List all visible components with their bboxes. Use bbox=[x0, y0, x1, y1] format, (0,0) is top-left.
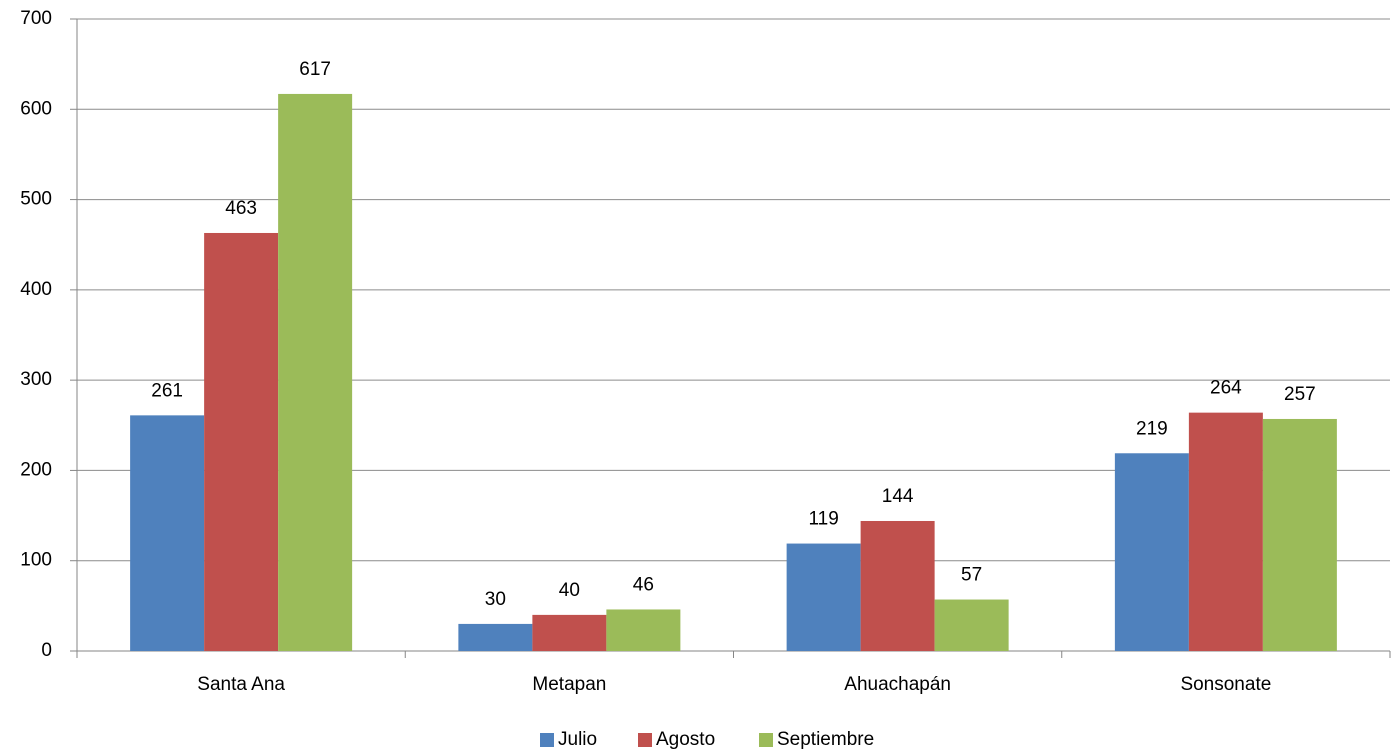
data-label: 463 bbox=[225, 198, 257, 219]
data-label: 119 bbox=[808, 509, 838, 530]
x-tick-label: Metapan bbox=[532, 674, 606, 695]
bar bbox=[278, 93, 353, 652]
data-label: 257 bbox=[1284, 384, 1316, 405]
bar bbox=[786, 543, 861, 651]
bar bbox=[1188, 412, 1263, 651]
y-tick-label: 0 bbox=[41, 640, 52, 661]
legend-swatch bbox=[638, 733, 652, 747]
y-tick-label: 500 bbox=[20, 189, 52, 210]
legend-label: Agosto bbox=[656, 729, 715, 750]
bar bbox=[1262, 418, 1337, 651]
data-label: 40 bbox=[559, 580, 580, 601]
data-label: 30 bbox=[485, 589, 506, 610]
data-label: 57 bbox=[961, 565, 982, 586]
bar bbox=[606, 609, 681, 651]
bar bbox=[532, 614, 607, 651]
x-tick-label: Ahuachapán bbox=[844, 674, 951, 695]
y-tick-label: 200 bbox=[20, 459, 52, 480]
bar bbox=[934, 599, 1009, 651]
x-tick-label: Sonsonate bbox=[1180, 674, 1271, 695]
y-tick-label: 600 bbox=[20, 98, 52, 119]
bar bbox=[1114, 453, 1189, 651]
data-label: 617 bbox=[299, 59, 331, 80]
x-tick-label: Santa Ana bbox=[197, 674, 285, 695]
data-label: 144 bbox=[882, 486, 914, 507]
data-label: 46 bbox=[633, 574, 654, 595]
legend-swatch bbox=[759, 733, 773, 747]
y-tick-label: 300 bbox=[20, 369, 52, 390]
bar bbox=[204, 232, 279, 651]
legend-label: Septiembre bbox=[777, 729, 874, 750]
legend-label: Julio bbox=[558, 729, 597, 750]
y-tick-label: 700 bbox=[20, 8, 52, 29]
y-tick-label: 400 bbox=[20, 279, 52, 300]
bar bbox=[860, 520, 935, 651]
bar bbox=[458, 623, 533, 651]
data-label: 261 bbox=[151, 380, 183, 401]
bar bbox=[130, 415, 205, 651]
data-label: 264 bbox=[1210, 378, 1242, 399]
y-tick-label: 100 bbox=[20, 550, 52, 571]
legend-swatch bbox=[540, 733, 554, 747]
data-label: 219 bbox=[1136, 418, 1168, 439]
